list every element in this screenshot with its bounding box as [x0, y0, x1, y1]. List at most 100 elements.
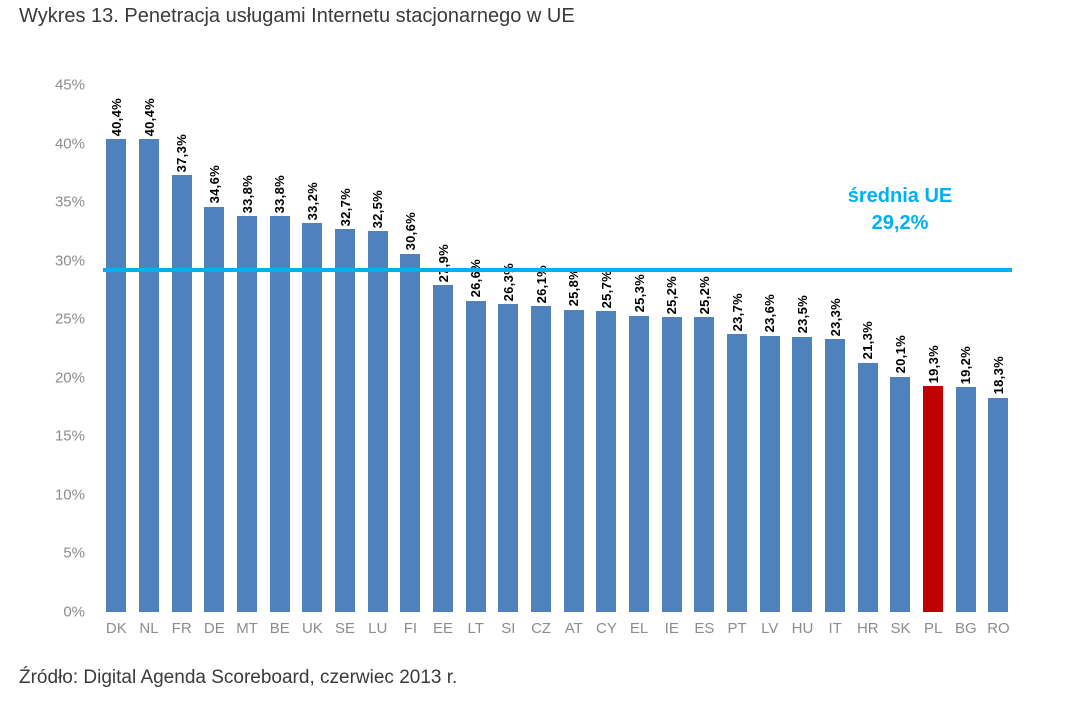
bar-column-lu: 32,5% LU: [361, 85, 394, 637]
bar-column-lv: 23,6% LV: [753, 85, 786, 637]
y-axis-label: 20%: [54, 369, 85, 387]
bar-value-label: 26,6%: [468, 259, 484, 298]
bar-column-se: 32,7% SE: [329, 85, 362, 637]
bar-value-label: 23,6%: [762, 294, 778, 333]
bar-value-label: 32,7%: [337, 187, 353, 227]
bar-value-label: 20,1%: [892, 335, 908, 374]
bar-value-label: 33,8%: [272, 174, 288, 214]
bar-value-label: 30,6%: [402, 212, 418, 251]
x-axis-label: PT: [727, 620, 747, 637]
x-axis-label: EE: [433, 620, 454, 637]
y-axis-label: 40%: [54, 135, 85, 153]
x-axis-label: HR: [856, 620, 879, 637]
chart-title: Wykres 13. Penetracja usługami Internetu…: [19, 5, 575, 27]
bar-hu: [792, 336, 813, 612]
bar-value-label: 23,5%: [794, 295, 810, 334]
bar-value-label: 25,2%: [696, 275, 712, 314]
y-axis-label: 0%: [63, 603, 85, 621]
bars: 40,4% DK 40,4% NL 37,3% FR 34,6% DE 33,8% MT 33,8%…: [100, 85, 1015, 638]
bar-value-label: 33,8%: [239, 174, 255, 214]
x-axis-label: FI: [403, 620, 418, 637]
bar-chart: Wykres 13. Penetracja usługami Internetu…: [0, 5, 1015, 638]
bar-es: [694, 316, 715, 612]
x-axis-label: DE: [203, 620, 225, 637]
x-axis-label: LV: [761, 620, 779, 637]
x-axis-label: RO: [987, 620, 1010, 637]
y-axis-label: 30%: [54, 252, 85, 270]
bar-value-label: 34,6%: [206, 165, 222, 204]
bar-value-label: 25,3%: [631, 274, 647, 313]
bar-value-label: 33,2%: [304, 181, 320, 221]
bar-column-sk: 20,1% SK: [884, 85, 917, 637]
average-label: średnia UE 29,2%: [800, 183, 1000, 237]
bar-value-label: 23,3%: [827, 297, 843, 337]
bar-value-label: 21,3%: [860, 321, 876, 360]
x-axis-label: AT: [564, 620, 583, 637]
bar-el: [629, 315, 650, 612]
x-axis-label: MT: [236, 620, 258, 637]
bar-value-label: 25,8%: [566, 268, 582, 307]
x-axis-label: LT: [467, 620, 484, 637]
x-axis-label: SE: [335, 620, 356, 637]
x-axis-label: BE: [269, 620, 290, 637]
bar-column-nl: 40,4% NL: [133, 85, 166, 637]
x-axis-label: CY: [595, 620, 617, 637]
bar-column-mt: 33,8% MT: [231, 85, 264, 637]
bar-se: [335, 229, 356, 612]
bar-sk: [890, 376, 911, 612]
bar-dk: [106, 138, 127, 612]
x-axis-label: BG: [954, 620, 977, 637]
bar-at: [563, 309, 584, 612]
bar-value-label: 23,7%: [729, 293, 745, 332]
bar-value-label: 32,5%: [370, 190, 386, 229]
bar-column-uk: 33,2% UK: [296, 85, 329, 637]
bar-column-at: 25,8% AT: [557, 85, 590, 637]
bar-column-fi: 30,6% FI: [394, 85, 427, 637]
x-axis-label: EL: [629, 620, 649, 637]
bar-fi: [400, 253, 421, 612]
bar-be: [269, 216, 290, 612]
plot-area: 40,4% DK 40,4% NL 37,3% FR 34,6% DE 33,8% MT 33,8%…: [100, 85, 1015, 638]
bar-column-dk: 40,4% DK: [100, 85, 133, 638]
x-axis-label: NL: [139, 620, 159, 637]
bar-column-de: 34,6% DE: [198, 85, 231, 637]
bar-uk: [302, 223, 323, 612]
x-axis-label: SK: [890, 620, 911, 637]
bar-lu: [367, 231, 388, 612]
bar-column-hr: 21,3% HR: [851, 85, 884, 637]
bar-value-label: 27,9%: [435, 243, 451, 283]
bar-hr: [857, 362, 878, 612]
bar-value-label: 40,4%: [108, 97, 124, 136]
bar-nl: [139, 138, 159, 612]
bar-value-label: 25,2%: [664, 275, 680, 314]
y-axis-label: 5%: [63, 544, 85, 562]
x-axis-label: IE: [664, 620, 679, 637]
x-axis-label: HU: [791, 620, 814, 637]
bar-value-label: 37,3%: [174, 133, 190, 173]
x-axis-label: CZ: [531, 620, 552, 637]
bar-column-hu: 23,5% HU: [786, 85, 819, 637]
bar-column-pl: 19,3% PL: [917, 85, 950, 637]
average-value-text: 29,2%: [871, 212, 929, 234]
bar-column-bg: 19,2% BG: [949, 85, 982, 637]
bar-column-be: 33,8% BE: [263, 85, 296, 637]
bar-value-label: 19,2%: [958, 345, 974, 385]
x-axis-label: LU: [368, 620, 388, 637]
bar-pl: [923, 385, 944, 612]
bar-ro: [988, 397, 1009, 612]
y-axis: 0% 5% 10% 15% 20% 25% 30% 35% 40% 45%: [0, 77, 92, 621]
bar-lv: [759, 335, 780, 612]
y-axis-label: 10%: [54, 486, 85, 504]
source-text: Źródło: Digital Agenda Scoreboard, czerw…: [19, 667, 458, 688]
x-axis-label: IT: [828, 620, 842, 637]
average-label-text: średnia UE: [847, 185, 953, 207]
bar-value-label: 25,7%: [598, 269, 614, 309]
y-axis-label: 35%: [54, 193, 85, 211]
bar-value-label: 40,4%: [141, 97, 157, 136]
bar-column-es: 25,2% ES: [688, 85, 721, 637]
bar-pt: [727, 334, 748, 612]
bar-ee: [433, 285, 454, 612]
bar-column-cz: 26,1% CZ: [525, 85, 558, 637]
bar-de: [204, 206, 225, 612]
bar-value-label: 19,3%: [925, 344, 941, 383]
